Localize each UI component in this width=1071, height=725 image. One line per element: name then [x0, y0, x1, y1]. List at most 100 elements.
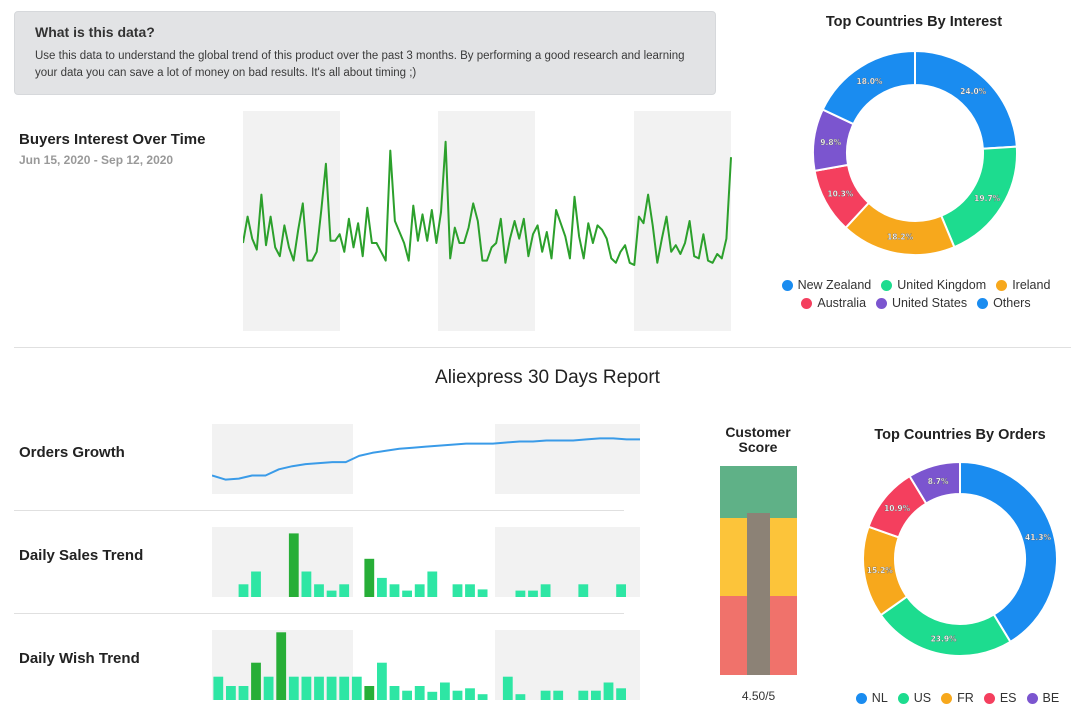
interest-point [601, 229, 603, 231]
legend-dot-icon [801, 297, 813, 309]
sales-bar [402, 590, 412, 597]
orders-point [546, 440, 548, 442]
interest-donut-slice-label: 24.0% [960, 87, 987, 96]
orders-donut-legend-item[interactable]: NL [855, 691, 888, 705]
interest-donut-legend-item[interactable]: Australia [801, 296, 866, 310]
interest-point [288, 247, 290, 249]
interest-point [293, 260, 295, 262]
interest-donut-legend-label: United States [892, 296, 968, 310]
orders-point [399, 448, 401, 450]
interest-point [707, 260, 709, 262]
interest-point [449, 258, 451, 260]
interest-donut-legend-label: Others [993, 296, 1031, 310]
interest-band-1 [243, 111, 340, 331]
interest-point [551, 258, 553, 260]
sales-band-1 [212, 527, 353, 597]
interest-point [265, 244, 267, 246]
interest-point [629, 262, 631, 264]
orders-point [626, 439, 628, 441]
interest-point [721, 258, 723, 260]
interest-point [666, 216, 668, 218]
orders-point [358, 455, 360, 457]
orders-donut-slice [879, 595, 1012, 657]
interest-point [431, 209, 433, 211]
interest-donut-slice-label: 18.2% [887, 233, 914, 242]
sales-bar [528, 590, 538, 597]
sales-bar [364, 558, 375, 597]
orders-point [425, 446, 427, 448]
orders-donut-slice-label: 8.7% [928, 477, 949, 486]
wish-bar [603, 682, 614, 700]
interest-point [698, 258, 700, 260]
interest-point [569, 258, 571, 260]
orders-point [586, 439, 588, 441]
wish-bar [213, 676, 224, 700]
wish-band-2 [495, 630, 640, 700]
orders-donut-legend: NL US FR ES BE [845, 689, 1070, 707]
orders-donut-slice-label: 15.2% [867, 566, 894, 575]
interest-point [463, 242, 465, 244]
wish-bar [502, 676, 513, 700]
wish-bar [591, 690, 601, 700]
interest-point [302, 203, 304, 205]
orders-donut-legend-item[interactable]: US [897, 691, 931, 705]
wish-bar [540, 690, 551, 700]
customer-score-title: Customer Score [700, 425, 816, 455]
sales-bar [389, 584, 400, 597]
interest-donut-legend-item[interactable]: New Zealand [781, 278, 871, 292]
interest-point [311, 260, 313, 262]
interest-point [560, 222, 562, 224]
interest-point [578, 236, 580, 238]
interest-point [555, 209, 557, 211]
orders-point [345, 461, 347, 463]
wish-bar [377, 662, 387, 700]
interest-point [615, 262, 617, 264]
buyers-interest-chart [243, 111, 732, 331]
report-title: Aliexpress 30 Days Report [435, 367, 660, 388]
interest-donut-legend-item[interactable]: United Kingdom [881, 278, 986, 292]
interest-point [509, 238, 511, 240]
interest-donut-legend-item[interactable]: United States [876, 296, 967, 310]
interest-point [500, 218, 502, 220]
interest-point [297, 229, 299, 231]
orders-donut-legend-label: BE [1042, 691, 1060, 705]
orders-donut-title: Top Countries By Orders [874, 427, 1046, 443]
interest-donut-legend-item[interactable]: Others [977, 296, 1031, 310]
orders-donut-legend-item[interactable]: BE [1026, 691, 1060, 705]
interest-point [270, 216, 272, 218]
interest-donut-slice [914, 50, 1018, 150]
legend-dot-icon [876, 297, 888, 309]
interest-point [251, 238, 253, 240]
interest-point [518, 238, 520, 240]
interest-point [643, 222, 645, 224]
wish-bar [440, 682, 450, 700]
interest-donut-slice-label: 10.3% [827, 190, 854, 199]
sales-bar [578, 584, 589, 597]
orders-point [278, 469, 280, 471]
interest-point [459, 242, 461, 244]
interest-donut-slice [821, 50, 916, 126]
interest-point [344, 251, 346, 253]
legend-dot-icon [983, 692, 995, 704]
legend-dot-icon [881, 279, 893, 291]
interest-point [417, 240, 419, 242]
interest-point [472, 203, 474, 205]
orders-donut-slice-label: 23.9% [931, 634, 958, 643]
customer-score-value: 4.50/5 [741, 689, 776, 703]
interest-point [394, 220, 396, 222]
interest-point [592, 242, 594, 244]
interest-point [316, 251, 318, 253]
interest-point [399, 231, 401, 233]
orders-donut-legend-item[interactable]: FR [941, 691, 974, 705]
orders-donut-legend-item[interactable]: ES [983, 691, 1017, 705]
orders-point [599, 438, 601, 440]
interest-point [367, 207, 369, 209]
orders-donut-slice [908, 461, 961, 505]
interest-donut-legend-item[interactable]: Ireland [996, 278, 1050, 292]
sales-bar [288, 533, 299, 597]
section-divider [14, 347, 1071, 348]
orders-point [265, 475, 267, 477]
interest-point [330, 240, 332, 242]
orders-point [465, 443, 467, 445]
sales-bar [301, 571, 312, 597]
